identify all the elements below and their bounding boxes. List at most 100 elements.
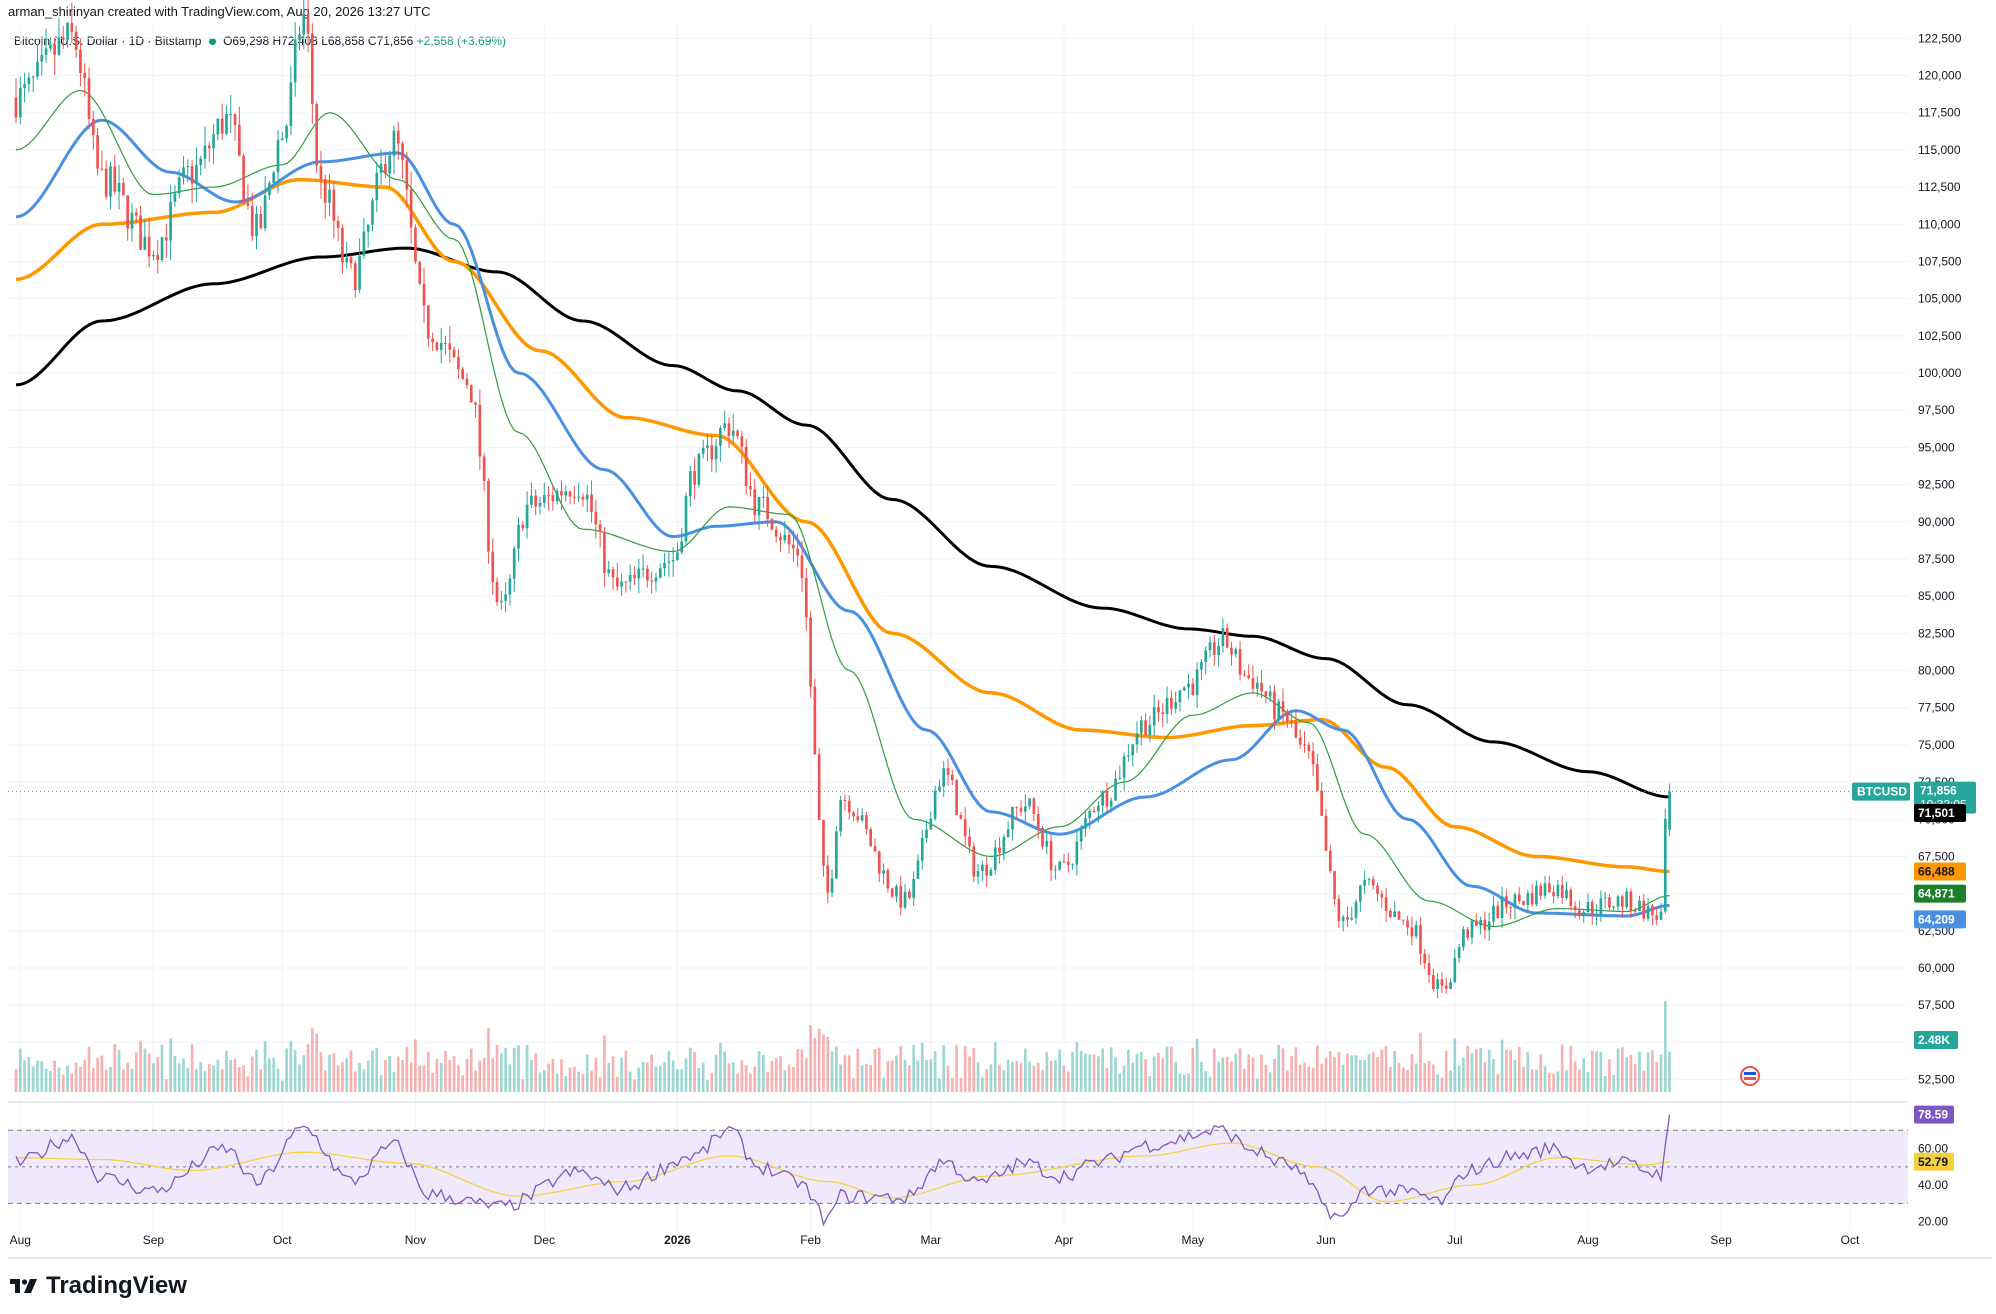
volume-bar — [826, 1036, 830, 1092]
volume-bar — [298, 1064, 301, 1092]
candle-body — [229, 114, 233, 116]
volume-bar — [581, 1074, 585, 1092]
volume-bar — [1539, 1054, 1543, 1092]
volume-bar — [774, 1057, 778, 1092]
time-tick-label: Sep — [1710, 1233, 1732, 1247]
candle-body — [366, 224, 370, 232]
volume-bar — [555, 1073, 559, 1092]
candle-body — [1646, 905, 1650, 919]
volume-bar — [1208, 1076, 1212, 1092]
volume-bar — [212, 1065, 215, 1092]
candle-body — [104, 168, 108, 197]
volume-bar — [1569, 1045, 1573, 1092]
volume-bar — [1565, 1070, 1568, 1092]
candle-body — [182, 167, 185, 178]
volume-bar — [835, 1046, 838, 1092]
candle-body — [903, 891, 907, 908]
volume-bar — [83, 1059, 87, 1092]
candle-body — [1380, 893, 1384, 898]
candle-body — [663, 562, 666, 569]
volume-bar — [1251, 1057, 1255, 1092]
volume-bar — [14, 1068, 18, 1092]
candle-body — [865, 815, 868, 830]
volume-bar — [611, 1056, 615, 1092]
candle-body — [727, 423, 731, 436]
volume-bar — [542, 1070, 546, 1092]
candle-body — [843, 800, 847, 802]
candle-body — [130, 212, 134, 229]
candle-body — [143, 236, 147, 250]
candle-body — [916, 860, 920, 879]
volume-bar — [1487, 1049, 1491, 1092]
volume-bar — [1165, 1046, 1169, 1092]
volume-bar — [482, 1057, 486, 1092]
volume-bar — [551, 1058, 555, 1092]
volume-bar — [169, 1038, 172, 1092]
candle-body — [873, 846, 877, 852]
candle-body — [319, 165, 323, 180]
ma-orange-badge: 66,488 — [1914, 862, 1966, 881]
candle-body — [1483, 919, 1487, 931]
candle-body — [959, 814, 963, 819]
volume-bar — [182, 1058, 185, 1092]
volume-bar — [1363, 1059, 1366, 1092]
volume-bar — [371, 1050, 374, 1092]
volume-bar — [388, 1055, 391, 1092]
volume-bar — [358, 1062, 361, 1092]
candle-body — [1028, 798, 1031, 807]
ma-green-badge: 64,871 — [1914, 884, 1966, 903]
candle-body — [774, 529, 778, 537]
symbol-name[interactable]: Bitcoin / U.S. Dollar · 1D · Bitstamp — [14, 34, 202, 48]
volume-bar — [113, 1043, 117, 1092]
volume-bar — [676, 1069, 679, 1092]
candle-body — [246, 203, 250, 206]
volume-bar — [959, 1078, 963, 1092]
candle-body — [341, 227, 344, 263]
price-tick-label: 112,500 — [1918, 180, 1961, 194]
volume-bar — [122, 1069, 125, 1092]
candle-body — [212, 134, 215, 149]
candle-body — [1066, 861, 1070, 865]
candle-body — [1578, 910, 1581, 917]
volume-bar — [1432, 1064, 1435, 1092]
volume-bar — [487, 1027, 490, 1092]
candle-body — [792, 544, 795, 549]
candle-body — [740, 436, 744, 447]
candle-body — [1393, 911, 1397, 918]
candle-body — [1535, 885, 1538, 905]
candle-body — [401, 143, 404, 161]
volume-bar — [491, 1058, 495, 1092]
tradingview-logo[interactable]: TradingView — [10, 1272, 187, 1300]
volume-bar — [719, 1043, 722, 1092]
volume-bar — [908, 1065, 911, 1092]
volume-bar — [1019, 1063, 1023, 1092]
price-tick-label: 97,500 — [1918, 403, 1955, 417]
candle-body — [1092, 810, 1096, 812]
volume-bar — [1058, 1049, 1062, 1092]
candle-body — [1479, 919, 1482, 926]
candle-body — [1505, 896, 1508, 908]
time-tick-label: Sep — [143, 1233, 165, 1247]
candle-body — [353, 263, 357, 291]
volume-bar — [469, 1048, 473, 1092]
time-tick-label: Oct — [1841, 1233, 1860, 1247]
volume-bar — [66, 1065, 69, 1092]
candle-body — [1152, 707, 1156, 726]
volume-bar — [1195, 1038, 1199, 1092]
candle-body — [1565, 889, 1568, 898]
volume-bar — [968, 1056, 971, 1092]
candle-body — [1234, 649, 1238, 655]
volume-bar — [1457, 1065, 1461, 1092]
volume-bar — [1243, 1068, 1246, 1092]
candle-body — [126, 195, 130, 229]
candle-body — [1307, 744, 1311, 752]
candle-body — [74, 31, 78, 50]
candle-body — [847, 800, 851, 813]
volume-bar — [1513, 1059, 1517, 1092]
candle-body — [517, 524, 520, 549]
volume-bar — [504, 1048, 507, 1092]
candle-body — [551, 495, 555, 502]
candle-body — [800, 555, 804, 578]
candle-body — [1629, 891, 1633, 911]
